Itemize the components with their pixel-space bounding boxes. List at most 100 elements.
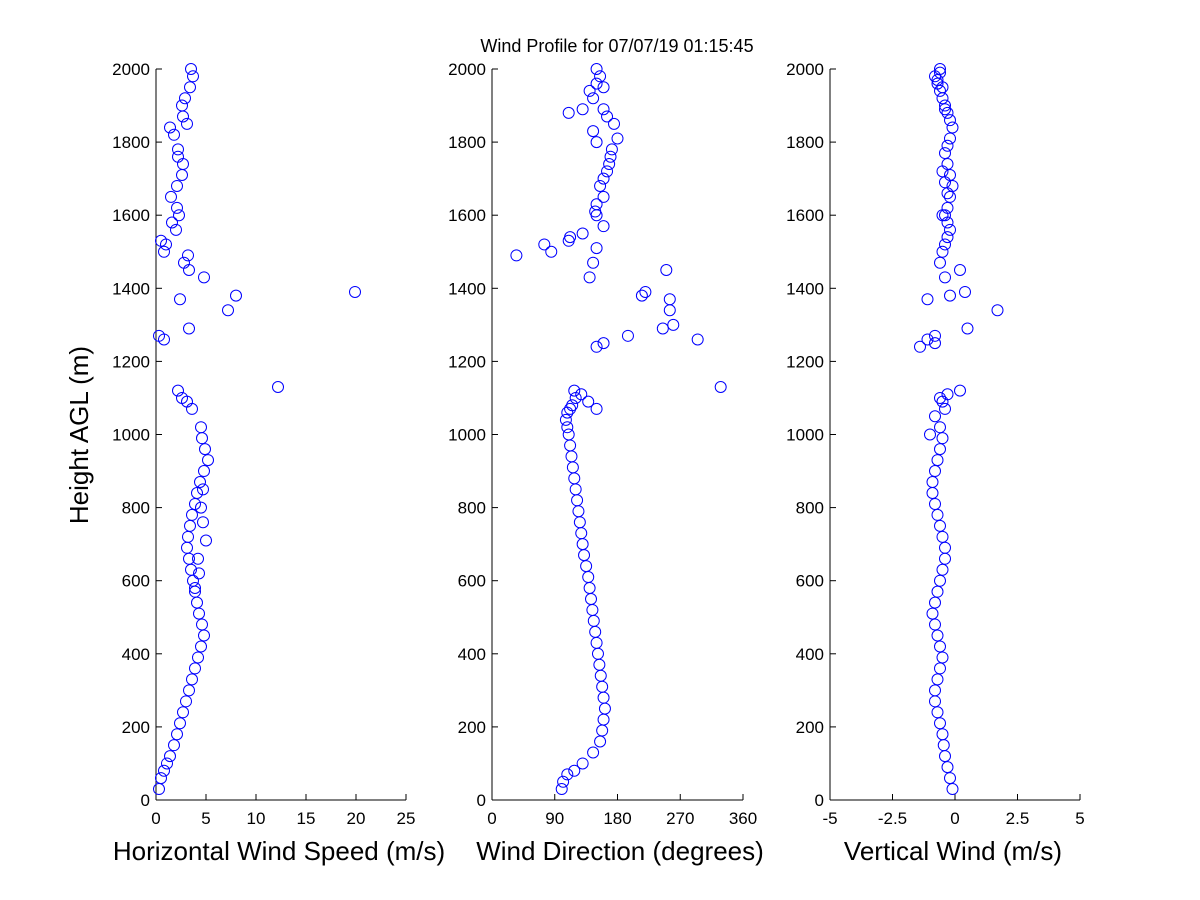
y-tick-label: 1600 [448,206,486,225]
y-tick-label: 1600 [786,206,824,225]
data-point [941,139,954,152]
data-point [939,176,951,189]
data-point [583,271,596,284]
data-point [161,757,173,770]
vertical-wind-xlabel: Vertical Wind (m/s) [844,836,1062,866]
data-point [575,527,588,540]
x-tick-label: 20 [347,809,366,828]
data-point [936,530,949,543]
y-tick-label: 1800 [112,133,150,152]
data-point [597,337,610,350]
data-point [929,497,941,510]
data-point [936,651,949,664]
data-point [562,428,575,441]
data-point [941,761,954,774]
data-point [597,713,610,726]
data-point [929,465,941,478]
data-point [561,421,574,434]
data-point [929,337,941,350]
data-point [593,658,606,671]
data-point [222,304,234,317]
data-point [164,750,176,763]
data-point [576,227,589,240]
data-point [568,472,581,485]
data-point [667,318,680,331]
data-point [564,439,577,452]
y-tick-label: 1800 [448,133,486,152]
data-point [589,625,602,638]
data-point [174,717,186,730]
data-point [576,757,589,770]
data-point [576,103,589,116]
data-point [590,63,603,75]
data-point [202,454,214,467]
data-point [929,684,941,697]
x-tick-label: -2.5 [878,809,907,828]
data-point [611,132,624,145]
data-point [941,187,954,200]
data-point [174,293,186,306]
data-point [936,209,949,222]
y-tick-label: 600 [796,572,824,591]
data-point [168,739,180,752]
data-point [594,70,607,83]
y-tick-label: 0 [815,791,824,810]
data-point [153,329,165,342]
data-point [929,596,941,609]
data-point [597,220,610,233]
data-point [559,413,572,426]
data-point [590,136,603,149]
data-point [172,150,184,163]
data-point [601,110,614,123]
data-point [596,680,609,693]
data-point [196,432,208,445]
x-tick-label: 15 [297,809,316,828]
y-tick-label: 1400 [112,279,150,298]
data-point [572,505,585,518]
data-point [931,454,944,467]
y-tick-label: 400 [122,645,150,664]
data-point [590,198,603,211]
data-point [349,285,361,298]
data-point [166,216,178,229]
data-point [569,483,582,496]
data-point [959,285,971,298]
data-point [181,541,193,554]
data-point [929,695,941,708]
data-point [590,77,603,90]
data-point [179,92,191,105]
data-point [197,483,209,496]
data-point [921,293,934,306]
data-point [573,516,586,529]
data-point [562,234,575,247]
data-point [597,103,610,116]
data-point [591,647,604,660]
data-point [941,106,954,119]
data-point [171,201,183,214]
data-point [961,322,974,335]
data-point [635,289,648,302]
data-point [582,571,595,584]
data-point [186,673,198,686]
data-point [936,165,949,178]
data-point [934,574,946,587]
data-point [590,402,603,415]
data-point [589,205,602,218]
data-point [944,289,956,302]
data-point [185,63,197,75]
horizontal-wind-speed-panel: 0 200 400 600 800 1000 1200 1400 1600 1800 2000 0 5 1… [64,60,445,866]
data-point [944,190,956,203]
data-point [946,121,959,134]
data-point [187,574,199,587]
y-tick-label: 800 [458,499,486,518]
y-tick-label: 1800 [786,133,824,152]
data-point [172,143,184,156]
data-point [198,629,210,642]
data-point [176,168,188,181]
data-point [939,271,951,284]
data-point [936,728,949,741]
data-point [173,209,185,222]
data-point [639,285,652,298]
data-point [660,264,673,277]
